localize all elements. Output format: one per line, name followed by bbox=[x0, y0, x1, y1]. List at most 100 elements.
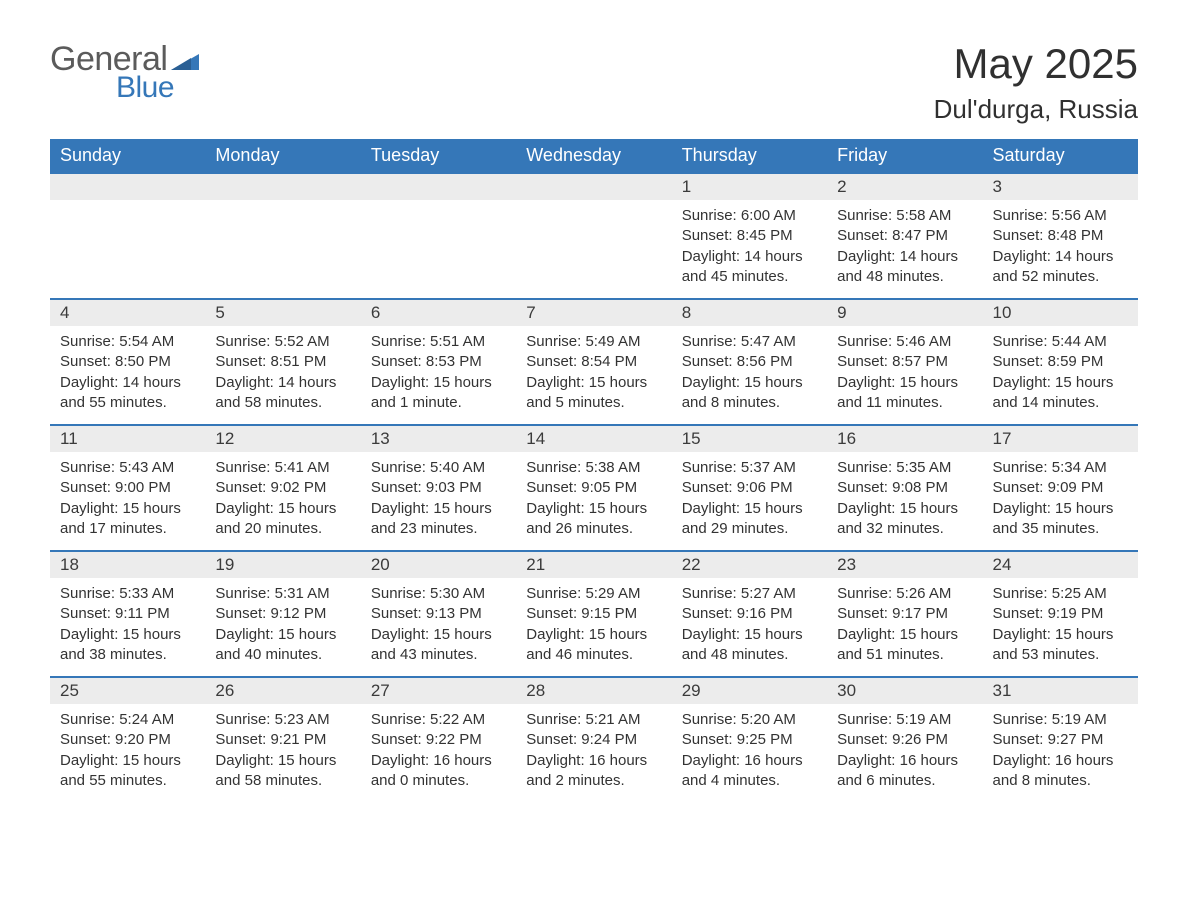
day-content: Sunrise: 5:49 AMSunset: 8:54 PMDaylight:… bbox=[516, 326, 671, 421]
calendar-day-cell: 11Sunrise: 5:43 AMSunset: 9:00 PMDayligh… bbox=[50, 424, 205, 550]
calendar-day-cell: 1Sunrise: 6:00 AMSunset: 8:45 PMDaylight… bbox=[672, 172, 827, 298]
calendar-day-cell: 31Sunrise: 5:19 AMSunset: 9:27 PMDayligh… bbox=[983, 676, 1138, 802]
day-number-bar: 7 bbox=[516, 298, 671, 326]
calendar-day-cell: 21Sunrise: 5:29 AMSunset: 9:15 PMDayligh… bbox=[516, 550, 671, 676]
daylight-line: Daylight: 15 hours and 38 minutes. bbox=[60, 625, 195, 666]
daylight-line: Daylight: 15 hours and 43 minutes. bbox=[371, 625, 506, 666]
daylight-line: Daylight: 15 hours and 29 minutes. bbox=[682, 499, 817, 540]
calendar-day-cell: 28Sunrise: 5:21 AMSunset: 9:24 PMDayligh… bbox=[516, 676, 671, 802]
daylight-line: Daylight: 15 hours and 55 minutes. bbox=[60, 751, 195, 792]
day-content: Sunrise: 5:54 AMSunset: 8:50 PMDaylight:… bbox=[50, 326, 205, 421]
calendar-day-cell: 15Sunrise: 5:37 AMSunset: 9:06 PMDayligh… bbox=[672, 424, 827, 550]
sunrise-line: Sunrise: 5:35 AM bbox=[837, 458, 972, 478]
header: General Blue May 2025 Dul'durga, Russia bbox=[50, 40, 1138, 125]
day-number-bar: 31 bbox=[983, 676, 1138, 704]
sunset-line: Sunset: 8:45 PM bbox=[682, 226, 817, 246]
location: Dul'durga, Russia bbox=[934, 94, 1138, 125]
weekday-header: Sunday bbox=[50, 139, 205, 172]
day-content: Sunrise: 5:40 AMSunset: 9:03 PMDaylight:… bbox=[361, 452, 516, 547]
calendar-day-cell: 20Sunrise: 5:30 AMSunset: 9:13 PMDayligh… bbox=[361, 550, 516, 676]
day-content: Sunrise: 6:00 AMSunset: 8:45 PMDaylight:… bbox=[672, 200, 827, 295]
sunset-line: Sunset: 9:19 PM bbox=[993, 604, 1128, 624]
day-content: Sunrise: 5:44 AMSunset: 8:59 PMDaylight:… bbox=[983, 326, 1138, 421]
calendar-day-cell: 26Sunrise: 5:23 AMSunset: 9:21 PMDayligh… bbox=[205, 676, 360, 802]
sunrise-line: Sunrise: 5:23 AM bbox=[215, 710, 350, 730]
weekday-header: Saturday bbox=[983, 139, 1138, 172]
sunset-line: Sunset: 8:51 PM bbox=[215, 352, 350, 372]
sunrise-line: Sunrise: 5:21 AM bbox=[526, 710, 661, 730]
calendar-day-cell: 13Sunrise: 5:40 AMSunset: 9:03 PMDayligh… bbox=[361, 424, 516, 550]
sunrise-line: Sunrise: 6:00 AM bbox=[682, 206, 817, 226]
logo: General Blue bbox=[50, 40, 199, 105]
calendar-day-cell: 3Sunrise: 5:56 AMSunset: 8:48 PMDaylight… bbox=[983, 172, 1138, 298]
sunrise-line: Sunrise: 5:54 AM bbox=[60, 332, 195, 352]
calendar-day-cell: 10Sunrise: 5:44 AMSunset: 8:59 PMDayligh… bbox=[983, 298, 1138, 424]
calendar-day-cell: 9Sunrise: 5:46 AMSunset: 8:57 PMDaylight… bbox=[827, 298, 982, 424]
daylight-line: Daylight: 15 hours and 8 minutes. bbox=[682, 373, 817, 414]
weekday-header: Monday bbox=[205, 139, 360, 172]
calendar-day-cell: 22Sunrise: 5:27 AMSunset: 9:16 PMDayligh… bbox=[672, 550, 827, 676]
calendar-day-cell bbox=[516, 172, 671, 298]
sunset-line: Sunset: 9:11 PM bbox=[60, 604, 195, 624]
day-number-bar: 30 bbox=[827, 676, 982, 704]
daylight-line: Daylight: 14 hours and 58 minutes. bbox=[215, 373, 350, 414]
day-number-bar: 18 bbox=[50, 550, 205, 578]
day-number-bar-empty bbox=[516, 172, 671, 200]
calendar-day-cell: 14Sunrise: 5:38 AMSunset: 9:05 PMDayligh… bbox=[516, 424, 671, 550]
sunrise-line: Sunrise: 5:22 AM bbox=[371, 710, 506, 730]
day-content: Sunrise: 5:25 AMSunset: 9:19 PMDaylight:… bbox=[983, 578, 1138, 673]
day-number-bar: 3 bbox=[983, 172, 1138, 200]
day-content: Sunrise: 5:31 AMSunset: 9:12 PMDaylight:… bbox=[205, 578, 360, 673]
calendar-day-cell: 27Sunrise: 5:22 AMSunset: 9:22 PMDayligh… bbox=[361, 676, 516, 802]
sunrise-line: Sunrise: 5:31 AM bbox=[215, 584, 350, 604]
sunrise-line: Sunrise: 5:40 AM bbox=[371, 458, 506, 478]
day-number-bar: 25 bbox=[50, 676, 205, 704]
day-number-bar: 12 bbox=[205, 424, 360, 452]
calendar-table: SundayMondayTuesdayWednesdayThursdayFrid… bbox=[50, 139, 1138, 802]
daylight-line: Daylight: 16 hours and 2 minutes. bbox=[526, 751, 661, 792]
day-number-bar: 28 bbox=[516, 676, 671, 704]
sunrise-line: Sunrise: 5:43 AM bbox=[60, 458, 195, 478]
sunset-line: Sunset: 8:54 PM bbox=[526, 352, 661, 372]
day-number-bar: 8 bbox=[672, 298, 827, 326]
day-number-bar: 9 bbox=[827, 298, 982, 326]
day-number-bar-empty bbox=[205, 172, 360, 200]
sunrise-line: Sunrise: 5:47 AM bbox=[682, 332, 817, 352]
calendar-day-cell: 16Sunrise: 5:35 AMSunset: 9:08 PMDayligh… bbox=[827, 424, 982, 550]
sunrise-line: Sunrise: 5:51 AM bbox=[371, 332, 506, 352]
daylight-line: Daylight: 15 hours and 26 minutes. bbox=[526, 499, 661, 540]
sunrise-line: Sunrise: 5:33 AM bbox=[60, 584, 195, 604]
calendar-day-cell bbox=[205, 172, 360, 298]
day-number-bar: 27 bbox=[361, 676, 516, 704]
weekday-header: Wednesday bbox=[516, 139, 671, 172]
sunset-line: Sunset: 8:48 PM bbox=[993, 226, 1128, 246]
day-content: Sunrise: 5:27 AMSunset: 9:16 PMDaylight:… bbox=[672, 578, 827, 673]
daylight-line: Daylight: 15 hours and 14 minutes. bbox=[993, 373, 1128, 414]
sunset-line: Sunset: 9:02 PM bbox=[215, 478, 350, 498]
day-number-bar: 23 bbox=[827, 550, 982, 578]
calendar-day-cell: 24Sunrise: 5:25 AMSunset: 9:19 PMDayligh… bbox=[983, 550, 1138, 676]
day-content: Sunrise: 5:34 AMSunset: 9:09 PMDaylight:… bbox=[983, 452, 1138, 547]
day-content: Sunrise: 5:29 AMSunset: 9:15 PMDaylight:… bbox=[516, 578, 671, 673]
day-content: Sunrise: 5:19 AMSunset: 9:26 PMDaylight:… bbox=[827, 704, 982, 799]
sunset-line: Sunset: 9:15 PM bbox=[526, 604, 661, 624]
sunrise-line: Sunrise: 5:34 AM bbox=[993, 458, 1128, 478]
sunrise-line: Sunrise: 5:52 AM bbox=[215, 332, 350, 352]
calendar-week-row: 4Sunrise: 5:54 AMSunset: 8:50 PMDaylight… bbox=[50, 298, 1138, 424]
calendar-day-cell: 19Sunrise: 5:31 AMSunset: 9:12 PMDayligh… bbox=[205, 550, 360, 676]
sunset-line: Sunset: 9:27 PM bbox=[993, 730, 1128, 750]
day-number-bar: 2 bbox=[827, 172, 982, 200]
logo-triangle-icon bbox=[171, 48, 199, 75]
day-content: Sunrise: 5:52 AMSunset: 8:51 PMDaylight:… bbox=[205, 326, 360, 421]
day-number-bar: 10 bbox=[983, 298, 1138, 326]
calendar-day-cell: 6Sunrise: 5:51 AMSunset: 8:53 PMDaylight… bbox=[361, 298, 516, 424]
day-content: Sunrise: 5:21 AMSunset: 9:24 PMDaylight:… bbox=[516, 704, 671, 799]
sunset-line: Sunset: 8:59 PM bbox=[993, 352, 1128, 372]
day-content: Sunrise: 5:37 AMSunset: 9:06 PMDaylight:… bbox=[672, 452, 827, 547]
day-content: Sunrise: 5:24 AMSunset: 9:20 PMDaylight:… bbox=[50, 704, 205, 799]
daylight-line: Daylight: 15 hours and 46 minutes. bbox=[526, 625, 661, 666]
day-content: Sunrise: 5:47 AMSunset: 8:56 PMDaylight:… bbox=[672, 326, 827, 421]
calendar-day-cell: 12Sunrise: 5:41 AMSunset: 9:02 PMDayligh… bbox=[205, 424, 360, 550]
calendar-day-cell: 18 Sunrise: 5:33 AMSunset: 9:11 PMDayligh… bbox=[50, 550, 205, 676]
daylight-line: Daylight: 15 hours and 1 minute. bbox=[371, 373, 506, 414]
